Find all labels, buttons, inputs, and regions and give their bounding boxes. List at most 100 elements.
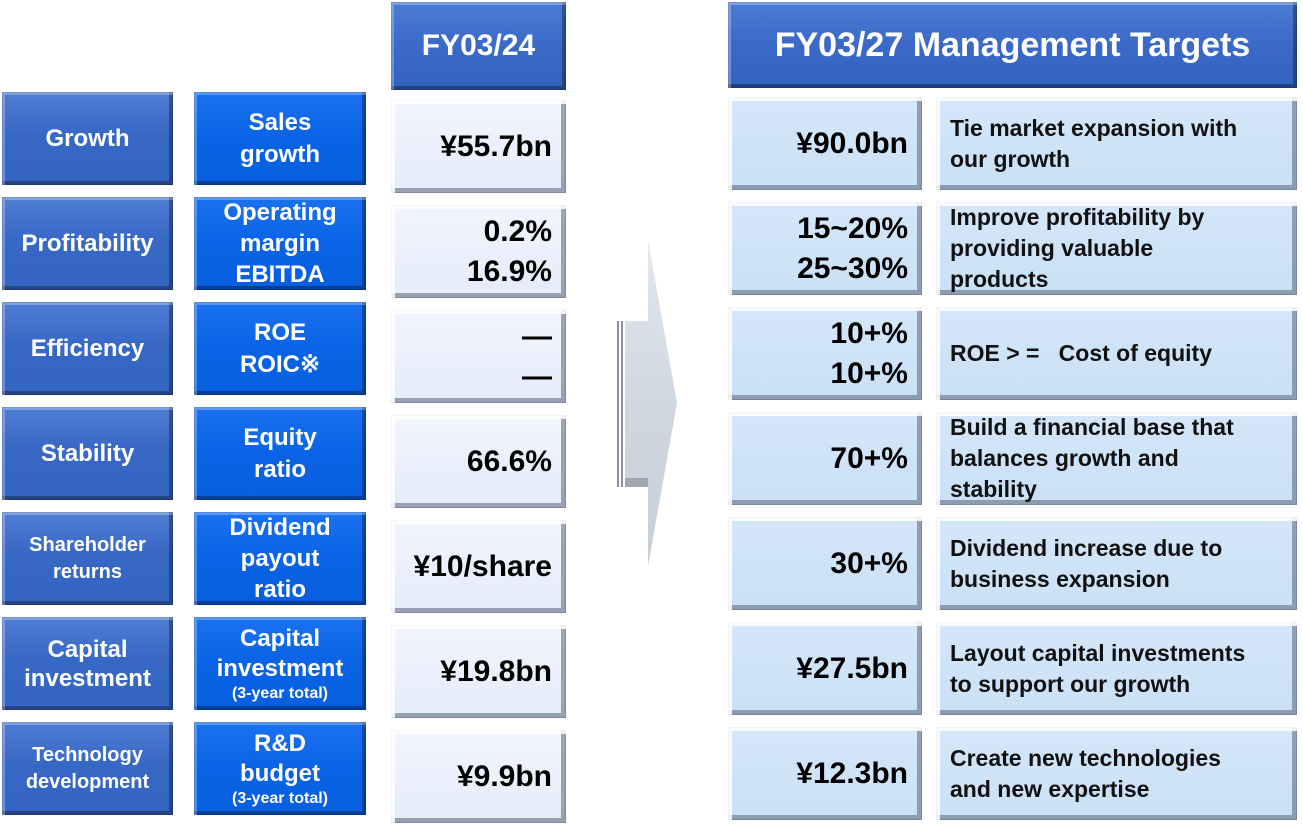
current-value-line: ¥19.8bn bbox=[440, 654, 552, 688]
metric-label-lines: R&D budget (3-year total) bbox=[232, 729, 328, 809]
target-value-lines: ¥90.0bn bbox=[796, 124, 908, 164]
metric-profitability: Operating margin EBITDA bbox=[194, 197, 366, 290]
target-description-lines: ROE > = Cost of equity bbox=[950, 338, 1212, 369]
current-value-line: ¥10/share bbox=[413, 549, 552, 583]
target-description-line: stability bbox=[950, 476, 1037, 502]
target-description-lines: Tie market expansion with our growth bbox=[950, 113, 1237, 175]
target-description-efficiency: ROE > = Cost of equity bbox=[936, 307, 1297, 400]
metric-label-line: R&D bbox=[254, 729, 306, 757]
target-value-shareholder-returns: 30+% bbox=[728, 517, 922, 610]
target-description-lines: Build a financial base that balances grow… bbox=[950, 412, 1234, 505]
metric-technology-development: R&D budget (3-year total) bbox=[194, 722, 366, 815]
metric-capital-investment: Capital investment (3-year total) bbox=[194, 617, 366, 710]
category-label-lines: Shareholder returns bbox=[29, 532, 146, 586]
current-value-efficiency: — — bbox=[391, 310, 566, 403]
target-value-line: 10+% bbox=[830, 356, 908, 390]
category-label-line: Efficiency bbox=[30, 335, 145, 362]
target-description-line: our growth bbox=[950, 145, 1071, 172]
target-value-efficiency: 10+% 10+% bbox=[728, 307, 922, 400]
target-description-line: Tie market expansion with bbox=[950, 114, 1238, 141]
current-value-lines: — — bbox=[522, 317, 552, 397]
metric-label-lines: Equity ratio bbox=[243, 422, 316, 486]
metric-note: (3-year total) bbox=[231, 684, 328, 702]
metric-label-lines: Sales growth bbox=[240, 107, 320, 171]
current-value-growth: ¥55.7bn bbox=[391, 100, 566, 193]
target-description-line: ROE > = Cost of equity bbox=[950, 340, 1212, 366]
current-value-line: ¥55.7bn bbox=[440, 129, 552, 163]
metric-label-lines: Operating margin EBITDA bbox=[223, 197, 336, 290]
target-description-lines: Layout capital investments to support our… bbox=[950, 638, 1245, 700]
metric-label-line: Sales bbox=[248, 108, 312, 136]
target-description-line: to support our growth bbox=[950, 670, 1191, 697]
target-value-line: 30+% bbox=[830, 546, 908, 580]
metric-label-line: budget bbox=[240, 759, 320, 787]
target-description-lines: Improve profitability by providing valuab… bbox=[950, 202, 1204, 295]
category-label-lines: Growth bbox=[46, 124, 130, 153]
metric-label-line: margin bbox=[239, 230, 320, 257]
target-header-label: FY03/27 Management Targets bbox=[774, 25, 1251, 64]
current-value-lines: ¥55.7bn bbox=[440, 127, 552, 167]
metric-shareholder-returns: Dividend payout ratio bbox=[194, 512, 366, 605]
target-value-line: ¥90.0bn bbox=[796, 126, 908, 160]
metric-label-line: Capital bbox=[239, 624, 320, 652]
metric-label-line: payout bbox=[240, 545, 320, 572]
target-value-lines: 15~20% 25~30% bbox=[797, 209, 908, 289]
target-description-capital-investment: Layout capital investments to support our… bbox=[936, 622, 1297, 715]
current-value-lines: ¥10/share bbox=[414, 547, 552, 587]
target-description-technology-development: Create new technologies and new expertise bbox=[936, 727, 1297, 820]
category-label-line: investment bbox=[24, 664, 151, 692]
target-value-profitability: 15~20% 25~30% bbox=[728, 202, 922, 295]
target-description-line: business expansion bbox=[950, 565, 1170, 592]
metric-label-line: Equity bbox=[243, 423, 317, 451]
current-value-lines: ¥19.8bn bbox=[440, 652, 552, 692]
current-value-profitability: 0.2% 16.9% bbox=[391, 205, 566, 298]
category-stability: Stability bbox=[2, 407, 173, 500]
target-description-line: Improve profitability by bbox=[950, 204, 1205, 230]
category-label-line: Shareholder bbox=[29, 533, 146, 556]
target-description-line: Layout capital investments bbox=[950, 639, 1246, 666]
target-value-line: 15~20% bbox=[797, 211, 908, 245]
category-capital-investment: Capital investment bbox=[2, 617, 173, 710]
metric-label-lines: Dividend payout ratio bbox=[229, 512, 330, 605]
target-value-lines: 10+% 10+% bbox=[830, 314, 908, 394]
target-value-lines: 30+% bbox=[830, 544, 908, 584]
category-label-lines: Stability bbox=[41, 439, 134, 468]
target-description-line: providing valuable bbox=[950, 235, 1154, 261]
metric-label-line: ROIC※ bbox=[239, 350, 321, 378]
current-value-line: 66.6% bbox=[466, 444, 552, 478]
target-value-line: 10+% bbox=[830, 316, 908, 350]
target-description-lines: Dividend increase due to business expansi… bbox=[950, 533, 1222, 595]
metric-label-lines: ROE ROIC※ bbox=[240, 317, 320, 381]
metric-growth: Sales growth bbox=[194, 92, 366, 185]
metric-label-lines: Capital investment (3-year total) bbox=[217, 624, 344, 704]
target-description-line: Build a financial base that bbox=[950, 414, 1234, 440]
category-profitability: Profitability bbox=[2, 197, 173, 290]
right-arrow-icon bbox=[617, 240, 677, 566]
target-description-shareholder-returns: Dividend increase due to business expansi… bbox=[936, 517, 1297, 610]
metric-label-line: Dividend bbox=[229, 514, 331, 541]
category-label-lines: Capital investment bbox=[24, 635, 151, 693]
target-value-growth: ¥90.0bn bbox=[728, 97, 922, 190]
target-value-line: 25~30% bbox=[797, 251, 908, 285]
category-label-line: returns bbox=[53, 560, 122, 583]
metric-label-line: ROE bbox=[253, 318, 306, 346]
current-value-technology-development: ¥9.9bn bbox=[391, 730, 566, 823]
target-value-lines: ¥27.5bn bbox=[796, 649, 908, 689]
category-shareholder-returns: Shareholder returns bbox=[2, 512, 173, 605]
metric-label-line: Operating bbox=[223, 199, 337, 226]
current-value-line: 16.9% bbox=[466, 254, 552, 288]
current-value-stability: 66.6% bbox=[391, 415, 566, 508]
current-value-line: — bbox=[522, 359, 552, 393]
target-value-lines: ¥12.3bn bbox=[796, 754, 908, 794]
current-value-lines: 66.6% bbox=[467, 442, 552, 482]
target-value-stability: 70+% bbox=[728, 412, 922, 505]
category-label-line: Growth bbox=[45, 125, 130, 152]
metric-label-line: ratio bbox=[253, 455, 306, 483]
metric-label-line: investment bbox=[216, 654, 344, 682]
category-efficiency: Efficiency bbox=[2, 302, 173, 395]
target-description-profitability: Improve profitability by providing valuab… bbox=[936, 202, 1297, 295]
current-value-line: ¥9.9bn bbox=[456, 759, 552, 793]
category-label-lines: Technology development bbox=[26, 742, 149, 796]
current-year-header: FY03/24 bbox=[391, 2, 566, 90]
category-technology-development: Technology development bbox=[2, 722, 173, 815]
